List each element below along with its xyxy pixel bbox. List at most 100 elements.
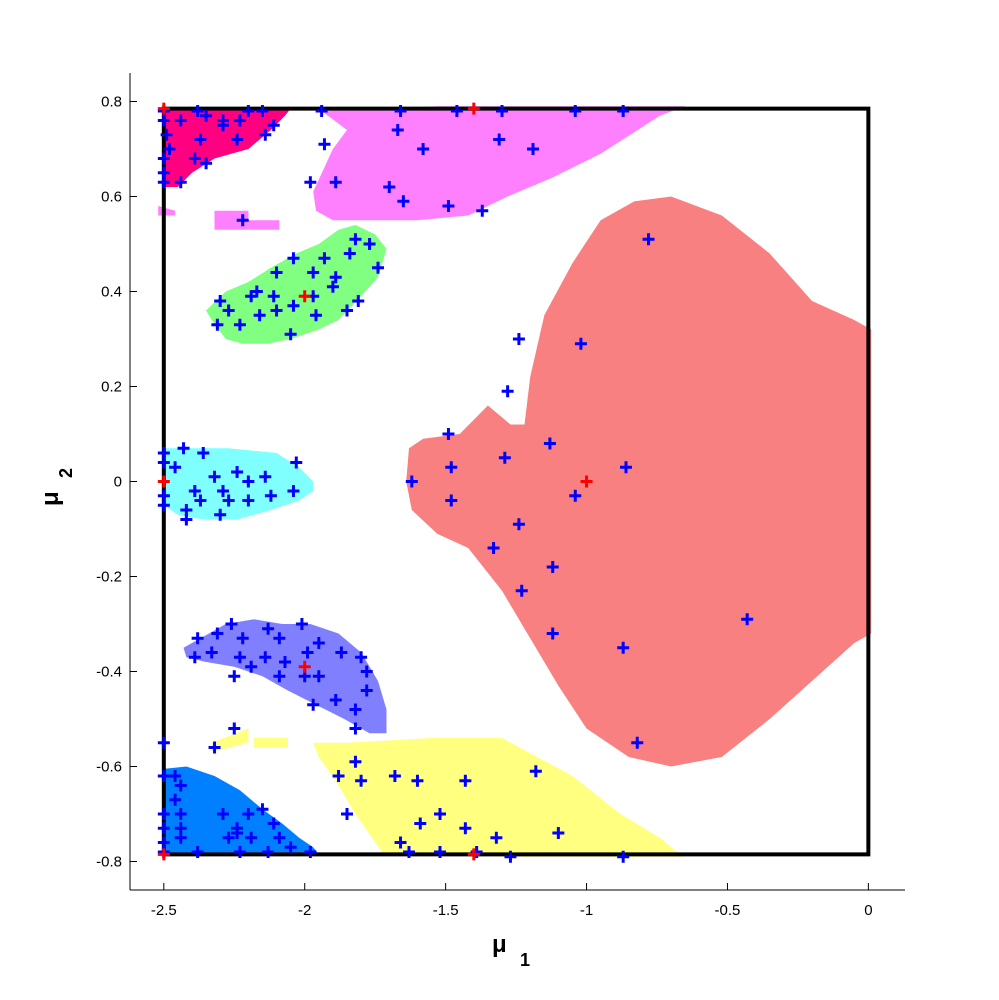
- x-axis-label: μ: [492, 931, 507, 958]
- series-0-point-107: [191, 632, 204, 645]
- series-1-point-3: [157, 475, 170, 488]
- series-0-point-51: [256, 105, 269, 117]
- series-0-point-94: [290, 456, 303, 469]
- series-0-point-67: [287, 252, 300, 265]
- series-0-point-2: [574, 337, 587, 350]
- series-0-point-35: [569, 105, 582, 117]
- series-0-point-36: [617, 105, 630, 117]
- region-4: [248, 220, 280, 230]
- series-0-point-27: [383, 181, 396, 193]
- x-tick-label-2: -1.5: [433, 902, 459, 919]
- series-0-point-26: [329, 176, 342, 189]
- series-0-point-11: [445, 494, 458, 507]
- series-0-point-80: [341, 304, 353, 317]
- series-0-point-28: [397, 195, 410, 208]
- series-0-point-141: [157, 808, 170, 820]
- series-0-point-151: [242, 808, 255, 820]
- series-0-point-61: [363, 238, 376, 250]
- series-0-point-77: [245, 290, 258, 303]
- series-0-point-148: [217, 808, 229, 820]
- series-0-point-146: [174, 831, 187, 844]
- series-0-point-58: [259, 128, 272, 141]
- series-0-point-113: [295, 618, 308, 630]
- series-0-point-88: [177, 442, 190, 455]
- series-0-point-33: [450, 105, 463, 117]
- series-0-point-24: [527, 143, 539, 155]
- series-0-point-91: [231, 466, 244, 478]
- region-11: [211, 728, 249, 753]
- series-0-point-127: [205, 646, 218, 659]
- series-0-point-78: [284, 328, 297, 341]
- region-12: [254, 738, 288, 748]
- series-0-point-115: [335, 646, 348, 659]
- series-1-point-1: [467, 102, 480, 115]
- series-0-point-149: [222, 831, 235, 844]
- series-0-point-154: [245, 831, 258, 844]
- series-0-point-76: [211, 318, 224, 331]
- series-0-point-52: [267, 119, 280, 132]
- series-0-point-121: [312, 670, 325, 683]
- series-0-point-53: [194, 133, 207, 146]
- series-0-point-22: [417, 143, 430, 155]
- series-0-point-15: [515, 584, 528, 597]
- series-0-point-118: [360, 684, 373, 697]
- series-0-point-75: [214, 295, 227, 307]
- series-0-point-98: [264, 489, 277, 502]
- series-0-point-155: [231, 827, 244, 839]
- series-0-point-117: [360, 665, 373, 678]
- series-0-point-177: [617, 850, 630, 863]
- series-0-point-137: [157, 770, 170, 782]
- series-0-point-46: [191, 105, 204, 117]
- series-0-point-12: [512, 518, 525, 531]
- series-0-point-90: [208, 470, 221, 483]
- series-0-point-97: [242, 494, 255, 507]
- series-0-point-31: [315, 105, 328, 117]
- series-0-point-57: [188, 152, 201, 165]
- series-0-point-74: [222, 304, 235, 317]
- series-0-point-120: [329, 694, 342, 706]
- series-0-point-59: [236, 214, 249, 227]
- series-0-point-18: [617, 641, 630, 654]
- series-0-point-23: [493, 133, 506, 146]
- series-0-point-157: [262, 846, 275, 858]
- series-0-point-132: [307, 698, 320, 711]
- series-0-point-14: [546, 561, 559, 573]
- series-0-point-6: [498, 451, 511, 464]
- series-0-point-17: [546, 627, 559, 640]
- series-0-point-9: [405, 475, 418, 488]
- region-6: [206, 225, 387, 344]
- series-0-point-56: [217, 114, 229, 127]
- series-0-point-99: [287, 485, 300, 497]
- y-tick-label-1: -0.6: [96, 759, 122, 776]
- series-0-point-142: [157, 822, 170, 835]
- series-0-point-114: [312, 637, 325, 649]
- series-0-point-130: [245, 660, 258, 673]
- series-0-point-96: [222, 494, 235, 507]
- y-axis-label-group: μ 2: [37, 468, 76, 506]
- series-0-point-73: [233, 318, 246, 331]
- series-0-point-171: [394, 836, 407, 849]
- series-0-point-103: [214, 508, 227, 521]
- x-tick-label-1: -2: [298, 902, 311, 919]
- series-0-point-101: [194, 494, 207, 507]
- series-0-point-175: [552, 827, 565, 839]
- series-1-point-0: [157, 102, 170, 115]
- series-0-point-110: [236, 632, 249, 645]
- series-0-point-83: [318, 252, 331, 265]
- series-0-point-0: [642, 233, 655, 246]
- series-0-point-34: [496, 105, 508, 117]
- series-0-point-5: [543, 437, 556, 450]
- series-0-point-123: [273, 670, 286, 683]
- series-0-point-116: [355, 651, 368, 664]
- series-0-point-167: [529, 765, 542, 778]
- x-axis-label-subscript: 1: [520, 950, 530, 970]
- series-0-point-93: [259, 470, 272, 483]
- series-1-point-4: [580, 475, 593, 488]
- series-0-point-30: [476, 204, 489, 217]
- ticks-layer: -2.5 -2 -1.5 -1 -0.5 0 -0.8 -0.6 -0.4 -0.2 0 0.2 0.4…: [96, 94, 872, 920]
- series-0-point-39: [160, 128, 173, 141]
- series-0-point-166: [459, 774, 472, 787]
- series-0-point-172: [403, 846, 415, 858]
- series-0-point-126: [233, 651, 246, 664]
